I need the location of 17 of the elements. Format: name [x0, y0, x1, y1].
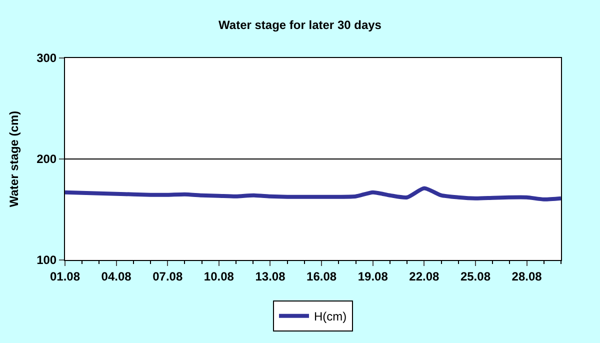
y-axis-title: Water stage (cm) [6, 110, 21, 208]
x-tick-label: 16.08 [306, 269, 337, 284]
x-tick-label: 22.08 [409, 269, 440, 284]
x-tick-label: 01.08 [50, 269, 80, 284]
legend-label: H(cm) [314, 310, 347, 324]
y-tick-label: 200 [36, 152, 57, 166]
line-series [65, 186, 561, 202]
x-tick-label: 13.08 [255, 269, 286, 284]
y-tick-label: 100 [36, 253, 57, 268]
x-tick-label: 28.08 [512, 269, 542, 284]
y-tick-label: 300 [36, 51, 57, 66]
x-tick-label: 10.08 [204, 269, 234, 284]
x-tick-label: 25.08 [460, 269, 491, 284]
chart-title: Water stage for later 30 days [218, 18, 382, 32]
x-tick-label: 07.08 [152, 269, 183, 284]
x-tick-label: 19.08 [358, 269, 388, 284]
x-tick-label: 04.08 [101, 269, 132, 284]
